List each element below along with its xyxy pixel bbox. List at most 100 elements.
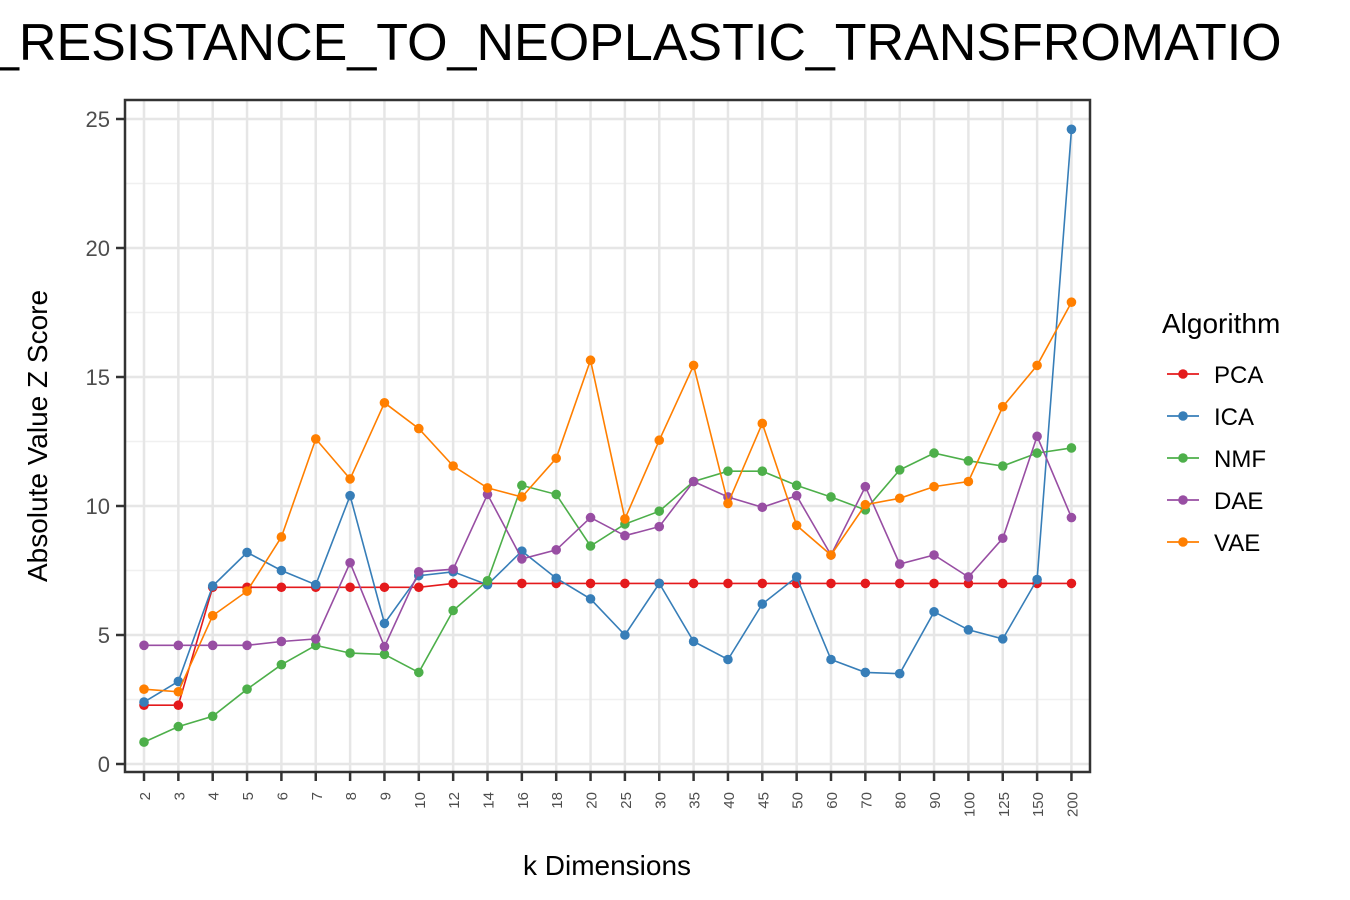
legend-key-point: [1178, 411, 1188, 421]
data-point-vae: [345, 474, 355, 484]
x-tick-label: 25: [618, 792, 635, 809]
data-point-ica: [345, 490, 355, 501]
legend-key-point: [1178, 537, 1188, 547]
data-point-dae: [139, 640, 149, 651]
data-point-ica: [860, 667, 871, 678]
data-point-dae: [654, 521, 665, 532]
data-point-pca: [276, 582, 287, 593]
data-point-dae: [207, 640, 218, 651]
legend-title: Algorithm: [1162, 308, 1280, 339]
data-point-ica: [654, 578, 665, 589]
data-point-ica: [207, 581, 218, 591]
data-point-vae: [482, 483, 493, 493]
data-point-ica: [688, 636, 699, 647]
data-point-ica: [242, 547, 252, 558]
x-tick-label: 50: [790, 792, 807, 809]
data-point-nmf: [757, 466, 768, 476]
legend-item-vae: VAE: [1167, 530, 1260, 557]
data-point-nmf: [482, 576, 493, 586]
data-point-nmf: [791, 480, 802, 491]
x-axis: 2 3 4 5 6 7 8 9 10 12 14 16 18 20 25 30 35 40 45 50 60 70 80 90…: [137, 772, 1081, 817]
series-line-pca: [144, 582, 1072, 707]
data-point-dae: [929, 550, 939, 560]
legend-key-point: [1178, 495, 1188, 505]
data-point-vae: [585, 355, 596, 366]
x-tick-label: 30: [652, 792, 669, 809]
x-tick-label: 10: [412, 792, 429, 809]
data-point-vae: [620, 514, 630, 524]
data-point-pca: [894, 578, 905, 589]
data-point-nmf: [585, 541, 596, 551]
data-point-dae: [688, 476, 699, 487]
chart-title-text: _RESISTANCE_TO_NEOPLASTIC_TRANSFROMATIO: [0, 14, 1282, 72]
data-point-ica: [173, 676, 184, 687]
data-point-pca: [585, 578, 596, 589]
data-point-dae: [791, 490, 802, 501]
series-line-dae: [144, 434, 1073, 649]
series-dae: [139, 431, 1077, 652]
data-point-ica: [620, 630, 630, 640]
x-tick-label: 150: [1030, 792, 1047, 817]
data-point-dae: [310, 634, 321, 644]
data-point-nmf: [929, 448, 939, 458]
data-point-dae: [963, 572, 974, 582]
legend-label: DAE: [1214, 488, 1263, 515]
x-tick-label: 6: [274, 792, 291, 800]
x-tick-label: 16: [515, 792, 532, 809]
data-point-dae: [757, 502, 768, 513]
data-point-vae: [242, 586, 252, 596]
y-tick-label: 20: [86, 236, 110, 261]
series-line-vae: [143, 301, 1073, 693]
data-point-nmf: [1066, 443, 1077, 453]
data-point-nmf: [139, 737, 149, 747]
data-point-nmf: [345, 648, 355, 658]
data-point-dae: [379, 641, 390, 652]
data-point-ica: [894, 668, 905, 679]
data-point-dae: [173, 640, 184, 651]
x-tick-label: 18: [549, 792, 566, 809]
legend: Algorithm PCA ICA NMF DAE VAE: [1162, 308, 1280, 557]
data-point-pca: [620, 578, 630, 589]
x-tick-label: 9: [377, 792, 394, 800]
data-point-vae: [448, 461, 458, 471]
data-point-vae: [1032, 360, 1042, 371]
data-point-ica: [723, 654, 733, 665]
data-point-vae: [139, 684, 149, 694]
data-point-pca: [826, 578, 836, 589]
data-point-vae: [688, 360, 699, 371]
data-point-pca: [345, 582, 355, 593]
legend-label: VAE: [1214, 530, 1260, 557]
data-point-dae: [517, 554, 527, 564]
x-tick-label: 4: [206, 792, 223, 800]
y-axis-title: Absolute Value Z Score: [22, 290, 53, 582]
data-point-ica: [310, 579, 321, 590]
data-point-nmf: [242, 684, 252, 694]
data-point-nmf: [276, 659, 287, 670]
data-point-dae: [860, 481, 871, 492]
data-point-ica: [791, 572, 802, 582]
x-tick-label: 2: [137, 792, 154, 800]
x-tick-label: 20: [584, 792, 601, 809]
data-point-dae: [1066, 512, 1077, 523]
data-point-dae: [414, 566, 424, 577]
series-line-nmf: [143, 447, 1072, 743]
data-point-pca: [517, 578, 527, 589]
data-point-nmf: [997, 461, 1008, 471]
data-point-pca: [723, 578, 733, 589]
legend-item-dae: DAE: [1167, 488, 1263, 515]
legend-label: ICA: [1214, 404, 1254, 431]
data-point-vae: [207, 610, 218, 621]
data-point-dae: [894, 559, 905, 569]
data-point-nmf: [517, 480, 527, 491]
y-tick-label: 15: [86, 365, 110, 390]
y-axis: 0 5 10 15 20 25: [86, 107, 125, 777]
y-tick-label: 25: [86, 107, 110, 132]
x-tick-label: 45: [755, 792, 772, 809]
data-point-dae: [551, 545, 561, 555]
data-point-ica: [551, 573, 561, 584]
x-tick-label: 12: [446, 792, 463, 809]
data-point-nmf: [723, 466, 733, 476]
data-point-pca: [860, 578, 871, 589]
series-layer: [139, 124, 1077, 747]
series-ica: [139, 124, 1077, 707]
